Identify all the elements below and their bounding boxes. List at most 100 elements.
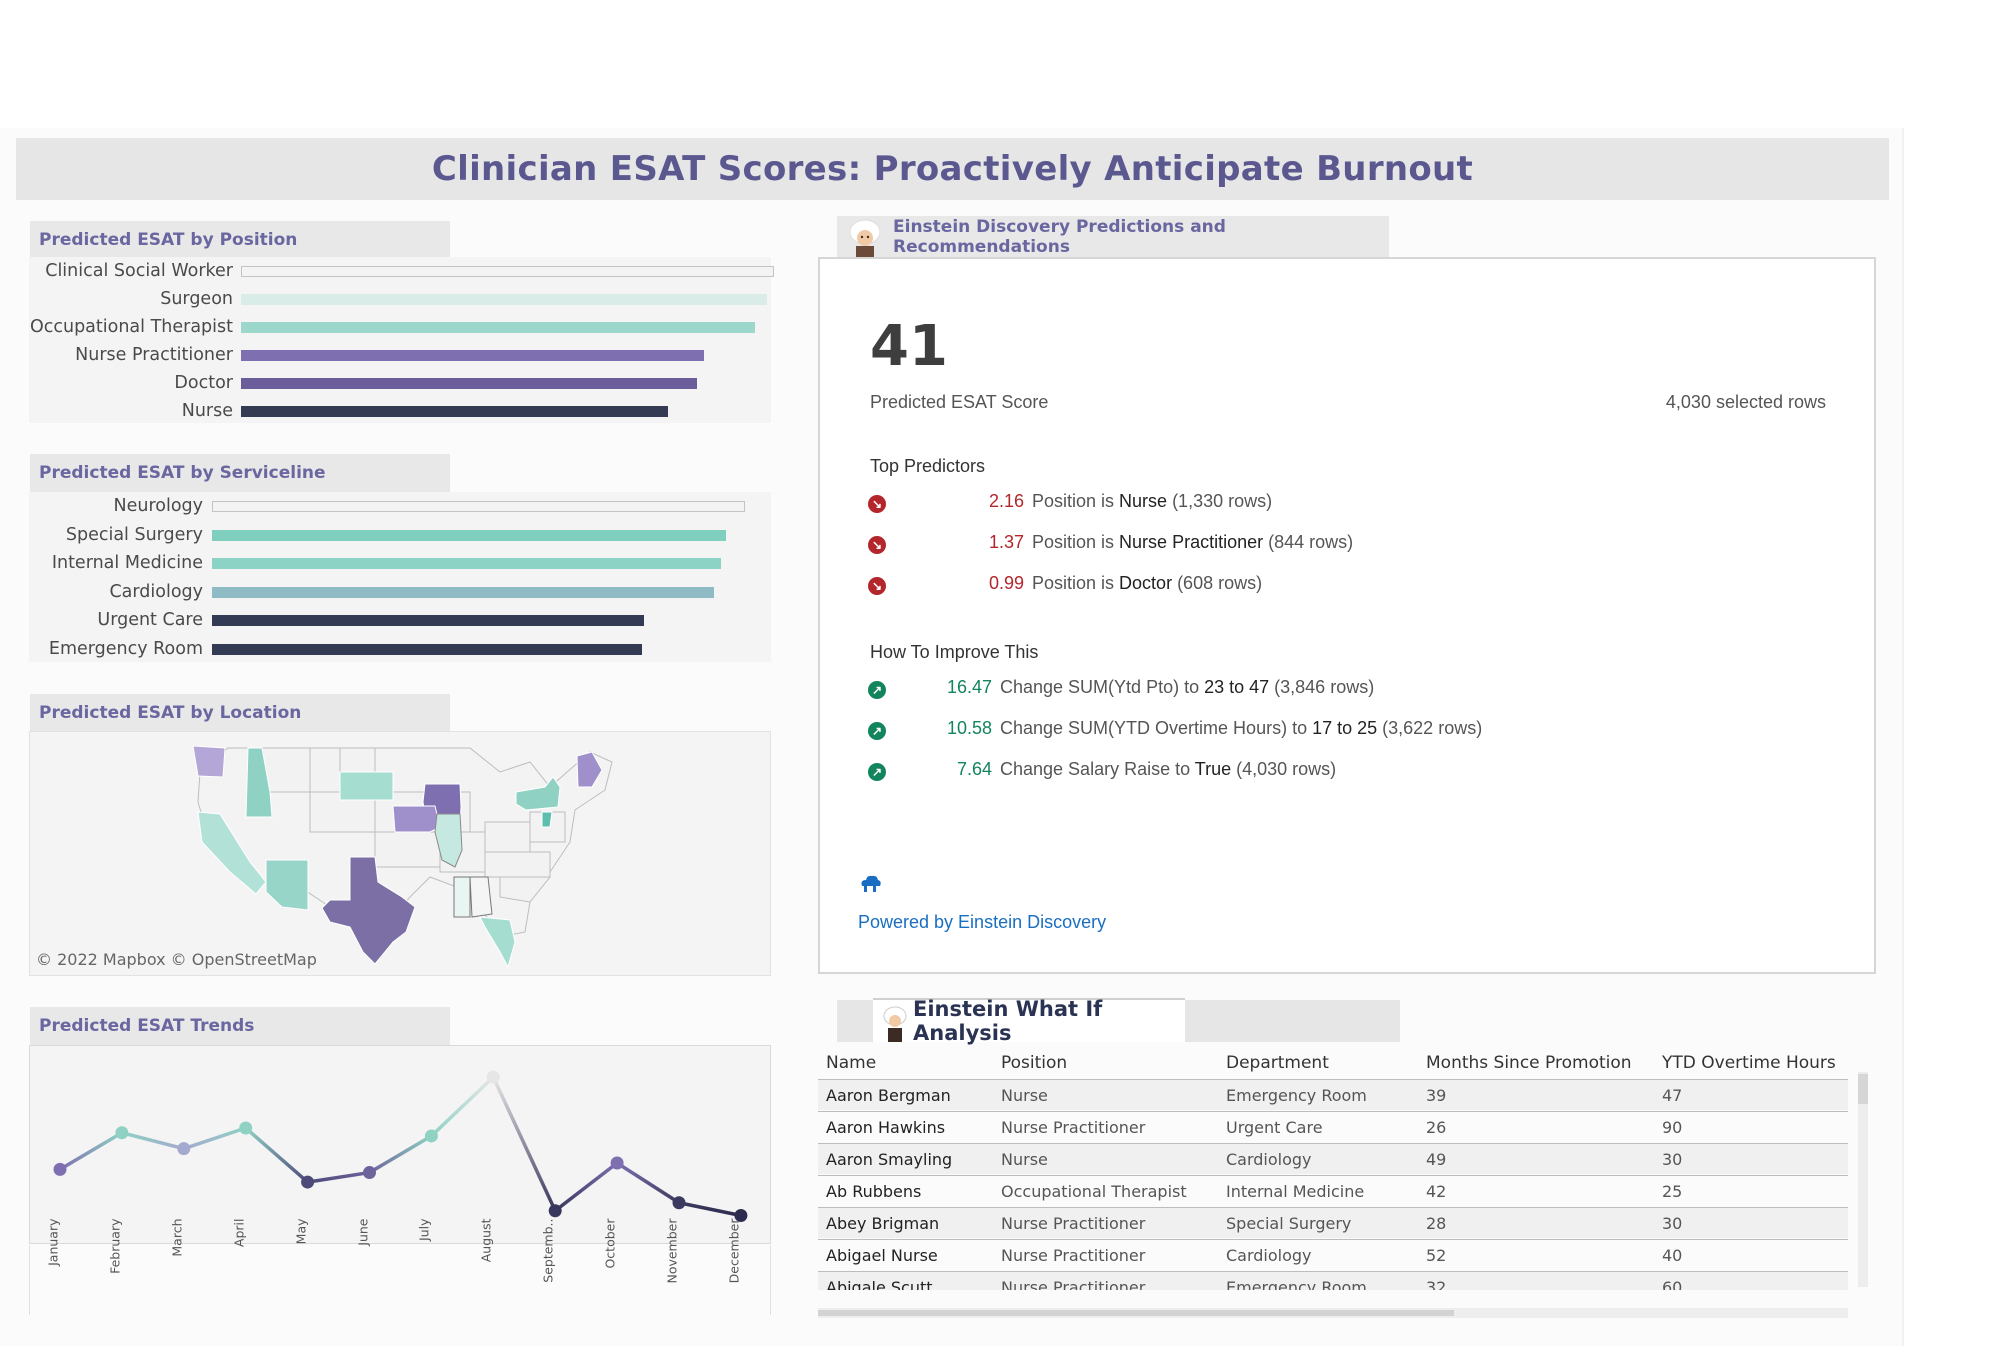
trend-point[interactable] <box>53 1162 67 1176</box>
table-cell: 30 <box>1662 1150 1683 1169</box>
serviceline-bar-chart[interactable]: Neurology Special Surgery Internal Medicin… <box>29 492 771 662</box>
serviceline-bar[interactable] <box>212 558 722 569</box>
map-state-idaho[interactable] <box>245 747 273 818</box>
trend-point[interactable] <box>301 1175 315 1189</box>
trend-point[interactable] <box>548 1204 562 1218</box>
trend-point[interactable] <box>115 1126 129 1140</box>
what-if-column-header[interactable]: Months Since Promotion <box>1426 1053 1632 1073</box>
position-bar-row[interactable]: Nurse <box>29 398 771 424</box>
serviceline-bar-row[interactable]: Cardiology <box>29 579 771 605</box>
table-row[interactable]: Aaron Bergman Nurse Emergency Room 39 47 <box>818 1079 1848 1110</box>
what-if-column-header[interactable]: YTD Overtime Hours <box>1662 1053 1836 1073</box>
serviceline-bar-label: Cardiology <box>109 581 203 602</box>
serviceline-bar-row[interactable]: Emergency Room <box>29 636 771 662</box>
map-state-texas[interactable] <box>321 856 416 965</box>
table-cell: Nurse Practitioner <box>1001 1214 1146 1233</box>
what-if-column-header[interactable]: Name <box>826 1053 877 1073</box>
what-if-vertical-scroll-thumb[interactable] <box>1858 1074 1868 1104</box>
trend-point[interactable] <box>239 1121 253 1135</box>
improvement-row: ↗ 7.64 Change Salary Raise to True (4,030 … <box>868 759 1768 783</box>
trend-line-segment <box>182 1126 248 1151</box>
table-row[interactable]: Aaron Smayling Nurse Cardiology 49 30 <box>818 1143 1848 1174</box>
location-map[interactable]: © 2022 Mapbox © OpenStreetMap <box>29 731 771 976</box>
table-row[interactable]: Abey Brigman Nurse Practitioner Special Su… <box>818 1207 1848 1238</box>
what-if-horizontal-scroll-thumb[interactable] <box>818 1310 1454 1316</box>
what-if-vertical-scrollbar[interactable] <box>1858 1072 1868 1287</box>
map-state-california[interactable] <box>197 811 267 895</box>
trend-x-axis: January February March April May June July Augu… <box>29 1219 771 1315</box>
improve-heading: How To Improve This <box>870 642 1039 662</box>
position-bar-row[interactable]: Occupational Therapist <box>29 314 771 340</box>
map-state-south-dakota[interactable] <box>339 771 394 801</box>
map-state-new-york[interactable] <box>515 776 561 811</box>
improvement-value: 10.58 <box>946 718 992 738</box>
position-bar-row[interactable]: Doctor <box>29 370 771 396</box>
position-bar-label: Clinical Social Worker <box>45 261 233 281</box>
position-bar[interactable] <box>241 266 774 277</box>
trend-line-segment <box>58 1131 124 1172</box>
what-if-horizontal-scrollbar[interactable] <box>818 1308 1848 1318</box>
dashboard-title-bar: Clinician ESAT Scores: Proactively Antic… <box>16 138 1889 200</box>
table-cell: 30 <box>1662 1214 1683 1233</box>
trend-line-chart[interactable] <box>29 1045 771 1244</box>
serviceline-bar-row[interactable]: Neurology <box>29 493 771 519</box>
table-cell: Abigale Scutt <box>826 1278 933 1290</box>
serviceline-bar-row[interactable]: Internal Medicine <box>29 550 771 576</box>
trend-point[interactable] <box>363 1166 376 1180</box>
serviceline-bar[interactable] <box>212 586 715 598</box>
predictor-value: 1.37 <box>988 532 1024 552</box>
position-bar-row[interactable]: Surgeon <box>29 286 771 312</box>
table-cell: 28 <box>1426 1214 1447 1233</box>
serviceline-bar-row[interactable]: Special Surgery <box>29 522 771 548</box>
table-row[interactable]: Ab Rubbens Occupational Therapist Internal… <box>818 1175 1848 1206</box>
map-state-washington[interactable] <box>192 745 226 778</box>
position-bar-row[interactable]: Clinical Social Worker <box>29 258 774 284</box>
trend-point[interactable] <box>177 1142 191 1156</box>
trend-point[interactable] <box>486 1070 500 1084</box>
position-bar[interactable] <box>241 294 767 305</box>
map-state-florida[interactable] <box>479 916 516 969</box>
what-if-column-header[interactable]: Department <box>1226 1053 1329 1073</box>
serviceline-bar[interactable] <box>212 643 642 655</box>
table-row[interactable]: Abigale Scutt Nurse Practitioner Emergency… <box>818 1271 1848 1290</box>
trend-point[interactable] <box>734 1209 748 1222</box>
serviceline-bar[interactable] <box>212 501 745 512</box>
position-bar[interactable] <box>241 378 698 389</box>
trend-line-plot <box>53 1070 748 1222</box>
position-bar-chart[interactable]: Clinical Social Worker Surgeon Occupationa… <box>29 257 774 424</box>
position-bar-row[interactable]: Nurse Practitioner <box>29 342 771 368</box>
map-state-new-jersey[interactable] <box>541 811 553 828</box>
serviceline-bar-label: Urgent Care <box>97 610 203 630</box>
map-state-arizona[interactable] <box>265 859 309 911</box>
position-bar-label: Nurse Practitioner <box>75 345 233 365</box>
predictor-rows: (844 rows) <box>1263 532 1354 552</box>
what-if-table[interactable]: Name Position Department Months Since Promo… <box>818 1048 1848 1290</box>
map-state-alabama[interactable] <box>469 876 493 918</box>
position-bar[interactable] <box>241 406 668 417</box>
improvement-rows: (3,846 rows) <box>1269 677 1375 697</box>
what-if-tab-title: Einstein What If Analysis <box>913 997 1103 1045</box>
trend-month-label: October <box>602 1218 618 1269</box>
position-bar[interactable] <box>241 322 756 333</box>
trend-point[interactable] <box>424 1129 438 1143</box>
trend-point[interactable] <box>672 1196 686 1210</box>
map-state-iowa[interactable] <box>392 805 441 833</box>
serviceline-bar-row[interactable]: Urgent Care <box>29 607 771 633</box>
position-bar[interactable] <box>241 350 705 361</box>
table-row[interactable]: Aaron Hawkins Nurse Practitioner Urgent Ca… <box>818 1111 1848 1142</box>
trend-point[interactable] <box>610 1156 624 1170</box>
map-state-illinois[interactable] <box>434 813 463 868</box>
table-row[interactable]: Abigael Nurse Nurse Practitioner Cardiolog… <box>818 1239 1848 1270</box>
serviceline-bar[interactable] <box>212 615 645 626</box>
map-state-mississippi[interactable] <box>453 876 471 918</box>
map-state-maine[interactable] <box>576 751 603 788</box>
arrow-down-right-icon: ↘ <box>868 577 886 595</box>
einstein-discovery-tab[interactable]: Einstein Discovery Predictions and Recom… <box>837 216 1389 258</box>
powered-by-einstein-link[interactable]: Powered by Einstein Discovery <box>858 912 1107 932</box>
what-if-tab[interactable]: Einstein What If Analysis <box>873 997 1185 1045</box>
table-cell: 40 <box>1662 1246 1683 1265</box>
what-if-column-header[interactable]: Position <box>1001 1053 1068 1073</box>
serviceline-bar[interactable] <box>212 529 726 541</box>
serviceline-bar-label: Neurology <box>113 496 204 516</box>
predicted-score-label: Predicted ESAT Score <box>870 392 1049 412</box>
